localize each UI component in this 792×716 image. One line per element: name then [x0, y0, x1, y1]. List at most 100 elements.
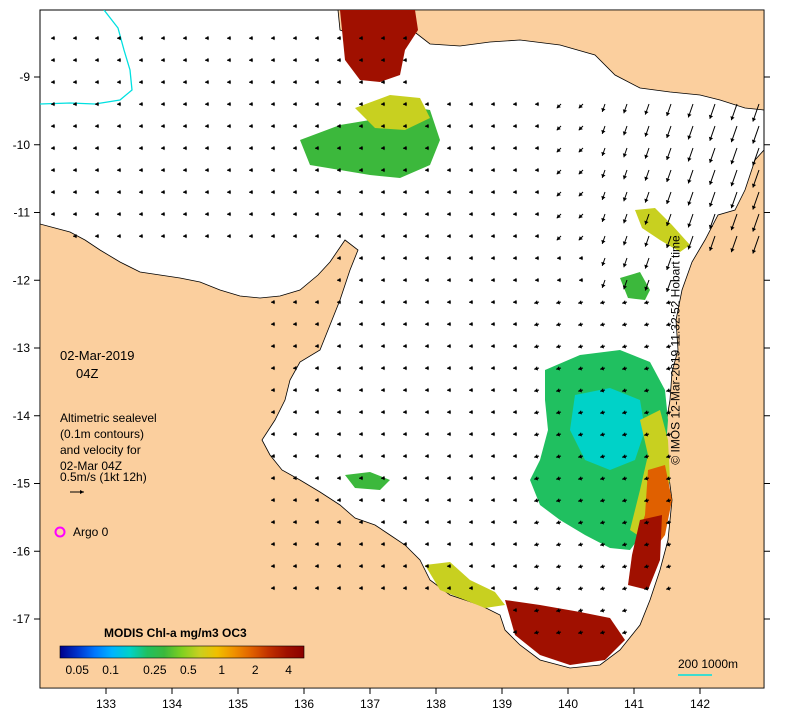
velocity-arrowhead: [403, 365, 407, 371]
velocity-arrowhead: [425, 409, 429, 415]
velocity-arrowhead: [293, 497, 297, 503]
velocity-arrowhead: [579, 255, 583, 261]
velocity-arrowhead: [337, 277, 341, 283]
velocity-arrowhead: [337, 475, 341, 481]
velocity-arrowhead: [556, 388, 561, 393]
velocity-arrowhead: [578, 476, 583, 481]
velocity-arrowhead: [337, 343, 341, 349]
velocity-arrowhead: [73, 57, 77, 63]
velocity-arrowhead: [601, 129, 606, 134]
velocity-arrowhead: [293, 35, 297, 41]
velocity-arrowhead: [293, 233, 297, 239]
velocity-arrowhead: [315, 145, 319, 151]
velocity-arrowhead: [293, 57, 297, 63]
velocity-arrowhead: [513, 409, 517, 415]
velocity-arrowhead: [337, 497, 341, 503]
velocity-arrowhead: [271, 563, 275, 569]
velocity-arrowhead: [491, 343, 495, 349]
velocity-arrowhead: [381, 431, 385, 437]
legend-line-3: and velocity for: [60, 443, 141, 457]
velocity-arrowhead: [117, 123, 121, 129]
velocity-arrowhead: [271, 343, 275, 349]
velocity-arrowhead: [469, 497, 473, 503]
velocity-arrowhead: [139, 57, 143, 63]
velocity-arrowhead: [578, 608, 583, 613]
velocity-arrowhead: [95, 79, 99, 85]
velocity-arrowhead: [644, 322, 649, 327]
velocity-arrowhead: [315, 585, 319, 591]
velocity-arrowhead: [491, 321, 495, 327]
velocity-arrowhead: [600, 542, 605, 547]
velocity-arrowhead: [513, 101, 517, 107]
velocity-arrowhead: [666, 454, 671, 459]
velocity-arrowhead: [403, 321, 407, 327]
velocity-arrowhead: [337, 233, 341, 239]
velocity-arrowhead: [447, 431, 451, 437]
time-label: 04Z: [76, 366, 98, 381]
velocity-arrowhead: [622, 263, 628, 268]
velocity-arrowhead: [403, 167, 407, 173]
velocity-arrowhead: [315, 475, 319, 481]
velocity-arrowhead: [139, 123, 143, 129]
velocity-arrowhead: [513, 475, 517, 481]
velocity-arrowhead: [600, 476, 605, 481]
velocity-arrowhead: [293, 101, 297, 107]
velocity-arrowhead: [622, 300, 627, 305]
velocity-arrowhead: [227, 189, 231, 195]
velocity-arrowhead: [665, 221, 671, 227]
colorbar-tick-0: 0.05: [66, 663, 90, 677]
velocity-arrowhead: [403, 343, 407, 349]
velocity-arrowhead: [491, 101, 495, 107]
velocity-arrowhead: [600, 498, 605, 503]
velocity-arrowhead: [556, 542, 561, 547]
y-tick-label-8: -17: [13, 612, 31, 626]
velocity-arrowhead: [403, 57, 407, 63]
velocity-arrowhead: [293, 365, 297, 371]
x-tick-label-1: 134: [162, 697, 182, 711]
velocity-arrowhead: [578, 300, 583, 305]
velocity-arrowhead: [359, 387, 363, 393]
velocity-arrowhead: [469, 563, 473, 569]
velocity-arrowhead: [403, 453, 407, 459]
velocity-arrowhead: [534, 454, 539, 459]
velocity-arrowhead: [315, 541, 319, 547]
velocity-arrowhead: [557, 255, 561, 261]
velocity-arrowhead: [359, 189, 363, 195]
velocity-arrowhead: [315, 299, 319, 305]
velocity-arrowhead: [403, 79, 407, 85]
velocity-arrowhead: [622, 388, 627, 393]
velocity-arrowhead: [359, 321, 363, 327]
velocity-arrowhead: [271, 123, 275, 129]
velocity-arrowhead: [556, 236, 561, 241]
velocity-arrowhead: [491, 519, 495, 525]
velocity-arrowhead: [271, 585, 275, 591]
velocity-arrowhead: [95, 101, 99, 107]
velocity-arrowhead: [337, 255, 341, 261]
velocity-arrowhead: [403, 563, 407, 569]
velocity-arrowhead: [644, 132, 649, 137]
velocity-arrowhead: [425, 541, 429, 547]
legend-line-4: 02-Mar 04Z: [60, 459, 122, 473]
velocity-arrowhead: [161, 233, 165, 239]
velocity-arrowhead: [447, 189, 451, 195]
velocity-arrowhead: [622, 498, 627, 503]
velocity-arrowhead: [513, 453, 517, 459]
velocity-arrowhead: [359, 497, 363, 503]
colorbar-title: MODIS Chl-a mg/m3 OC3: [104, 626, 247, 640]
velocity-arrowhead: [491, 299, 495, 305]
velocity-arrowhead: [403, 409, 407, 415]
velocity-arrowhead: [139, 79, 143, 85]
velocity-arrowhead: [491, 211, 495, 217]
velocity-arrowhead: [751, 227, 757, 232]
velocity-arrowhead: [469, 453, 473, 459]
argo-marker: [54, 526, 66, 538]
velocity-arrowhead: [447, 343, 451, 349]
velocity-arrowhead: [535, 189, 539, 195]
velocity-arrowhead: [271, 519, 275, 525]
velocity-arrowhead: [578, 564, 583, 569]
velocity-arrowhead: [513, 519, 517, 525]
velocity-arrowhead: [447, 211, 451, 217]
velocity-arrowhead: [578, 498, 583, 503]
velocity-arrowhead: [578, 170, 583, 175]
velocity-arrowhead: [513, 563, 517, 569]
